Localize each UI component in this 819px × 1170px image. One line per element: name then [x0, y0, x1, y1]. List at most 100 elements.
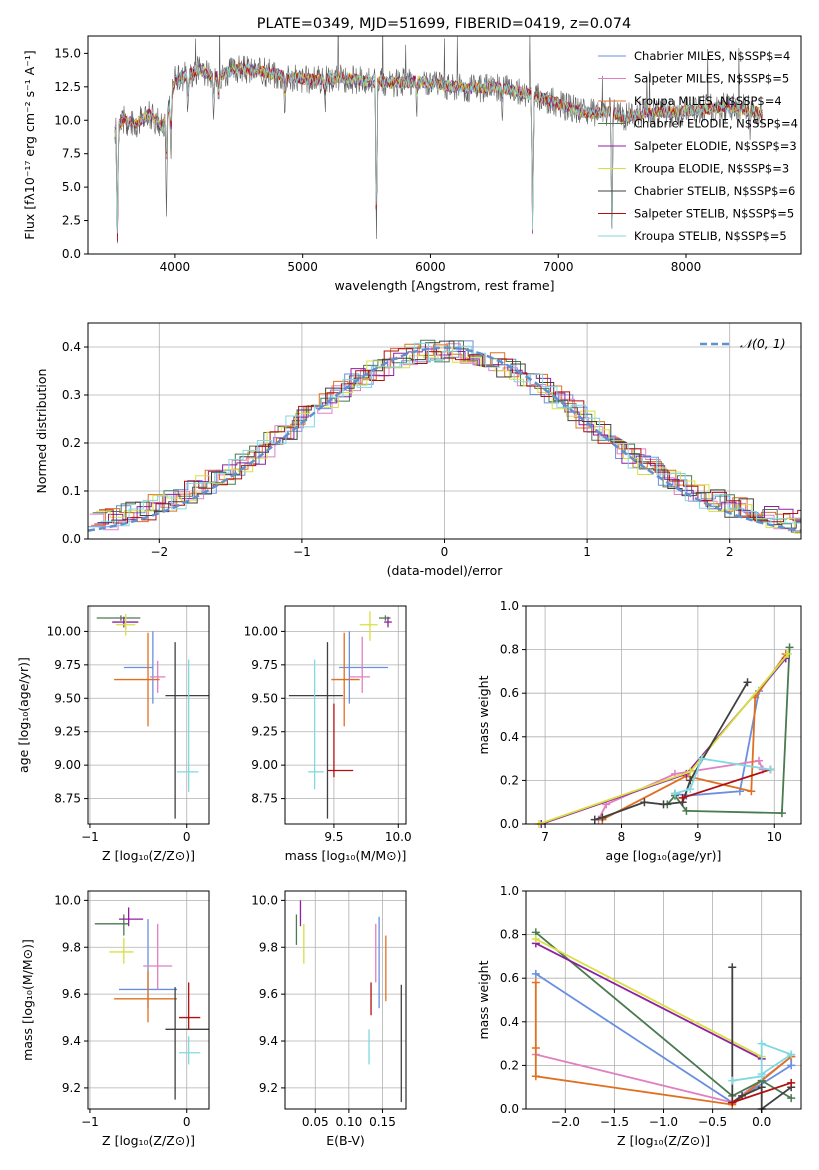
panel-ebv-mass: 0.05 0.10 0.15 9.2 9.4 9.6 9.8 10.0 E(B-V) [251, 890, 407, 1148]
x-axis-label: Z [log₁₀(Z/Z⊙)] [102, 1133, 195, 1148]
x-tick-label: −1.5 [600, 1115, 629, 1129]
x-axis-label: wavelength [Angstrom, rest frame] [334, 278, 554, 293]
x-tick-label: 4000 [160, 260, 191, 274]
y-tick-label: 0.0 [62, 247, 81, 261]
axes-frame [525, 605, 802, 825]
y-tick-label: 0.6 [500, 971, 519, 985]
y-tick-label: 0.0 [62, 532, 81, 546]
weight-marker [531, 934, 540, 943]
spectrum-lines [114, 36, 763, 244]
x-tick-label: 0 [441, 545, 449, 559]
axes-frame [87, 605, 210, 825]
x-tick-label: −1 [81, 1115, 99, 1129]
weight-marker [670, 789, 679, 798]
legend-label-7: Salpeter STELIB, N$SSP$=5 [634, 207, 794, 221]
y-tick-label: 10.00 [244, 624, 278, 638]
weight-marker [766, 765, 775, 774]
y-tick-label: 0.3 [62, 388, 81, 402]
x-tick-label: 0.05 [302, 1115, 329, 1129]
panel-z-massweight: −2.0 −1.5 −1.0 −0.5 0.0 0.0 0.2 0.4 0.6 0.8 1.0 Z [… [476, 884, 802, 1148]
x-tick-label: 0.15 [369, 1115, 396, 1129]
y-tick-label: 0.4 [500, 1015, 519, 1029]
weight-marker [686, 785, 695, 794]
legend-label-normal: 𝒩(0, 1) [740, 336, 786, 351]
errorbar-point-1 [149, 660, 166, 693]
weight-series-7 [728, 1078, 796, 1107]
y-axis-label: Flux [fλ10⁻¹⁷ erg cm⁻² s⁻¹ A⁻¹] [22, 50, 37, 239]
y-tick-label: 7.5 [62, 147, 81, 161]
histogram-series-6 [97, 340, 801, 529]
y-tick-label: 0.2 [500, 1058, 519, 1072]
errorbar-point-6 [288, 642, 343, 819]
weight-marker [777, 809, 786, 818]
weight-marker [757, 1039, 766, 1048]
y-tick-label: 0.0 [500, 1102, 519, 1116]
x-tick-label: −1 [81, 830, 99, 844]
x-axis-label: E(B-V) [326, 1133, 365, 1148]
weight-marker [728, 963, 737, 972]
y-tick-label: 1.0 [500, 599, 519, 613]
x-tick-label: 9 [694, 830, 702, 844]
panel-z-age: −1 0 8.75 9.00 9.25 9.50 9.75 10.00 Z [log₁₀(Z/Z… [16, 605, 210, 863]
weight-marker [747, 787, 756, 796]
y-tick-label: 10.0 [251, 893, 278, 907]
x-tick-label: −2.0 [551, 1115, 580, 1129]
y-tick-label: 10.00 [47, 624, 81, 638]
y-tick-label: 0.8 [500, 643, 519, 657]
x-axis-label: Z [log₁₀(Z/Z⊙)] [617, 1133, 710, 1148]
errorbar-points [288, 611, 392, 819]
y-tick-label: 9.25 [54, 725, 81, 739]
weight-line [535, 931, 792, 1099]
y-tick-label: 9.4 [259, 1034, 278, 1048]
y-tick-label: 9.8 [259, 940, 278, 954]
errorbar-point-4 [118, 907, 144, 927]
y-tick-label: 15.0 [54, 46, 81, 60]
weight-marker [754, 756, 763, 765]
errorbar-point-1 [349, 636, 370, 693]
y-axis-label: age [log₁₀(age/yr)] [16, 657, 31, 773]
y-tick-label: 0.2 [500, 773, 519, 787]
y-tick-label: 8.75 [251, 792, 278, 806]
y-tick-label: 9.6 [62, 987, 81, 1001]
weight-marker [697, 754, 706, 763]
legend-label-4: Salpeter ELODIE, N$SSP$=3 [634, 139, 797, 153]
x-tick-label: 10.0 [385, 830, 412, 844]
y-tick-label: 9.75 [251, 658, 278, 672]
weight-series-5 [531, 934, 766, 1061]
y-tick-label: 10.0 [54, 113, 81, 127]
y-tick-label: 0.1 [62, 484, 81, 498]
y-axis-label: mass [log₁₀(M/M⊙)] [20, 939, 35, 1061]
weight-marker [686, 767, 695, 776]
y-tick-label: 9.2 [62, 1081, 81, 1095]
y-tick-label: 9.00 [54, 758, 81, 772]
y-tick-label: 9.4 [62, 1034, 81, 1048]
panel-mass-age: 9.5 10.0 8.75 9.00 9.25 9.50 9.75 10.00 mass [lo… [244, 605, 412, 863]
y-tick-label: 0.0 [500, 817, 519, 831]
y-tick-label: 0.2 [62, 436, 81, 450]
x-tick-label: 8 [618, 830, 626, 844]
errorbar-point-2 [114, 632, 160, 727]
weight-marker [678, 793, 687, 802]
histogram-series-7 [99, 348, 801, 524]
weight-marker [659, 800, 668, 809]
x-tick-label: 0.10 [336, 1115, 363, 1129]
x-tick-label: −1 [293, 545, 311, 559]
y-axis-label: Normed distribution [34, 369, 49, 494]
x-tick-label: 7 [541, 830, 549, 844]
weight-lines [534, 643, 794, 828]
axes-frame [284, 890, 407, 1110]
x-tick-label: 0.0 [752, 1115, 771, 1129]
spectrum-series-8 [114, 63, 763, 234]
weight-marker [757, 1070, 766, 1079]
y-axis-label: mass weight [476, 960, 491, 1039]
errorbar-points [295, 900, 402, 1102]
x-tick-label: 0 [183, 830, 191, 844]
errorbar-point-4 [384, 616, 392, 628]
y-tick-label: 10.0 [54, 893, 81, 907]
histogram-series-8 [100, 342, 801, 527]
legend-label-5: Kroupa ELODIE, N$SSP$=3 [634, 162, 789, 176]
x-axis-label: age [log₁₀(age/yr)] [606, 848, 722, 863]
x-tick-label: −0.5 [698, 1115, 727, 1129]
x-tick-label: 0 [183, 1115, 191, 1129]
